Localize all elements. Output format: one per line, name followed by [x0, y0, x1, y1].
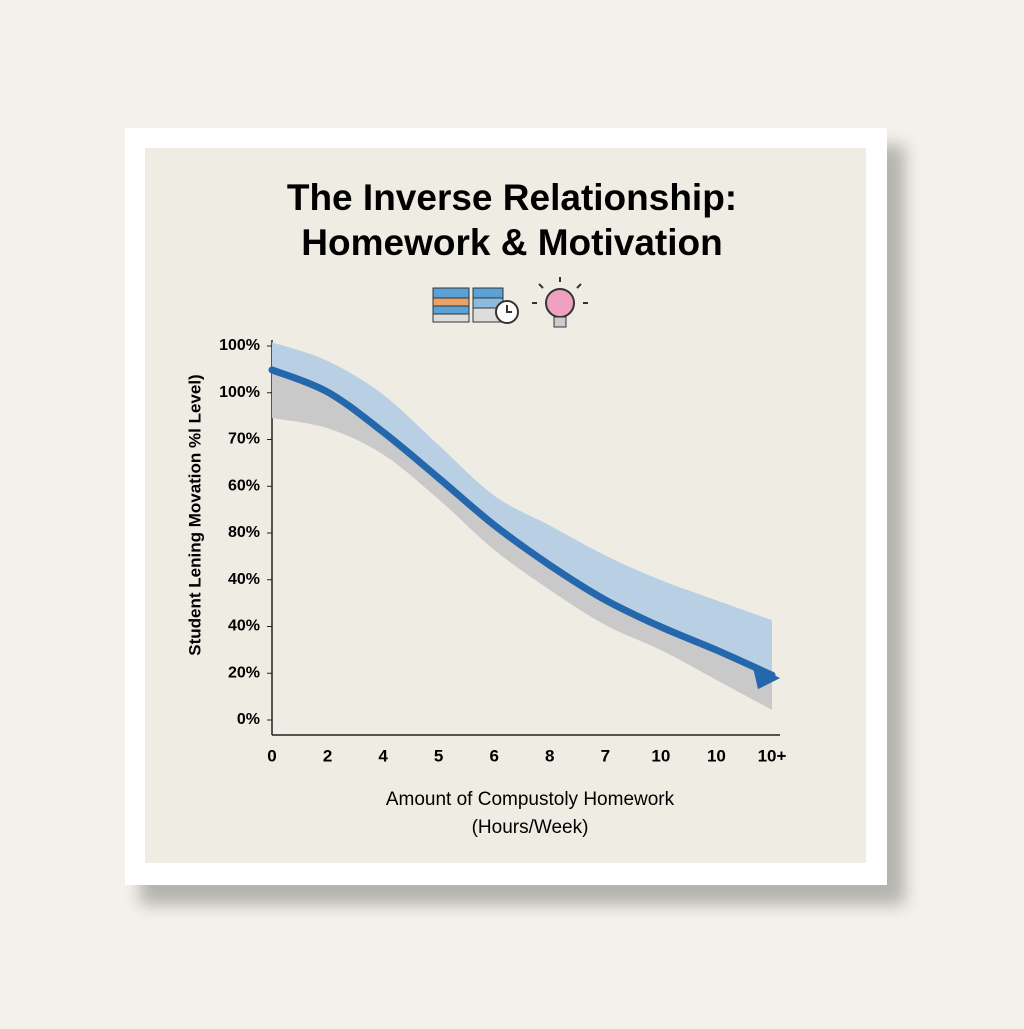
- x-tick-label: 10+: [758, 746, 787, 765]
- title: The Inverse Relationship:: [287, 177, 737, 218]
- y-tick-label: 60%: [228, 477, 260, 494]
- x-tick-label: 6: [489, 746, 498, 765]
- x-tick-label: 7: [601, 746, 610, 765]
- x-tick-label: 8: [545, 746, 554, 765]
- y-axis-label: Student Lening Movation %l Level): [185, 374, 204, 655]
- x-tick-label: 2: [323, 746, 332, 765]
- line: [268, 366, 776, 679]
- x-tick-label: 10: [651, 746, 670, 765]
- x-tick-label: 4: [378, 746, 388, 765]
- band: [272, 342, 772, 676]
- arrow-head: [752, 663, 780, 690]
- x-tick-label: 5: [434, 746, 443, 765]
- y-tick-label: 100%: [219, 337, 260, 354]
- title: Homework & Motivation: [301, 222, 722, 263]
- x-tick-label: 0: [267, 746, 276, 765]
- y-tick-label: 0%: [237, 711, 260, 728]
- x-tick-label: 10: [707, 746, 726, 765]
- y-tick-label: 40%: [228, 571, 260, 588]
- y-tick-label: 70%: [228, 431, 260, 448]
- y-tick-label: 40%: [228, 618, 260, 635]
- y-tick-label: 100%: [219, 384, 260, 401]
- x-axis-label: Amount of Compustoly Homework: [386, 789, 675, 810]
- y-tick-label: 20%: [228, 664, 260, 681]
- x-axis-label: (Hours/Week): [472, 817, 589, 838]
- y-tick-label: 80%: [228, 524, 260, 541]
- icons: [432, 277, 588, 328]
- band: [272, 369, 772, 710]
